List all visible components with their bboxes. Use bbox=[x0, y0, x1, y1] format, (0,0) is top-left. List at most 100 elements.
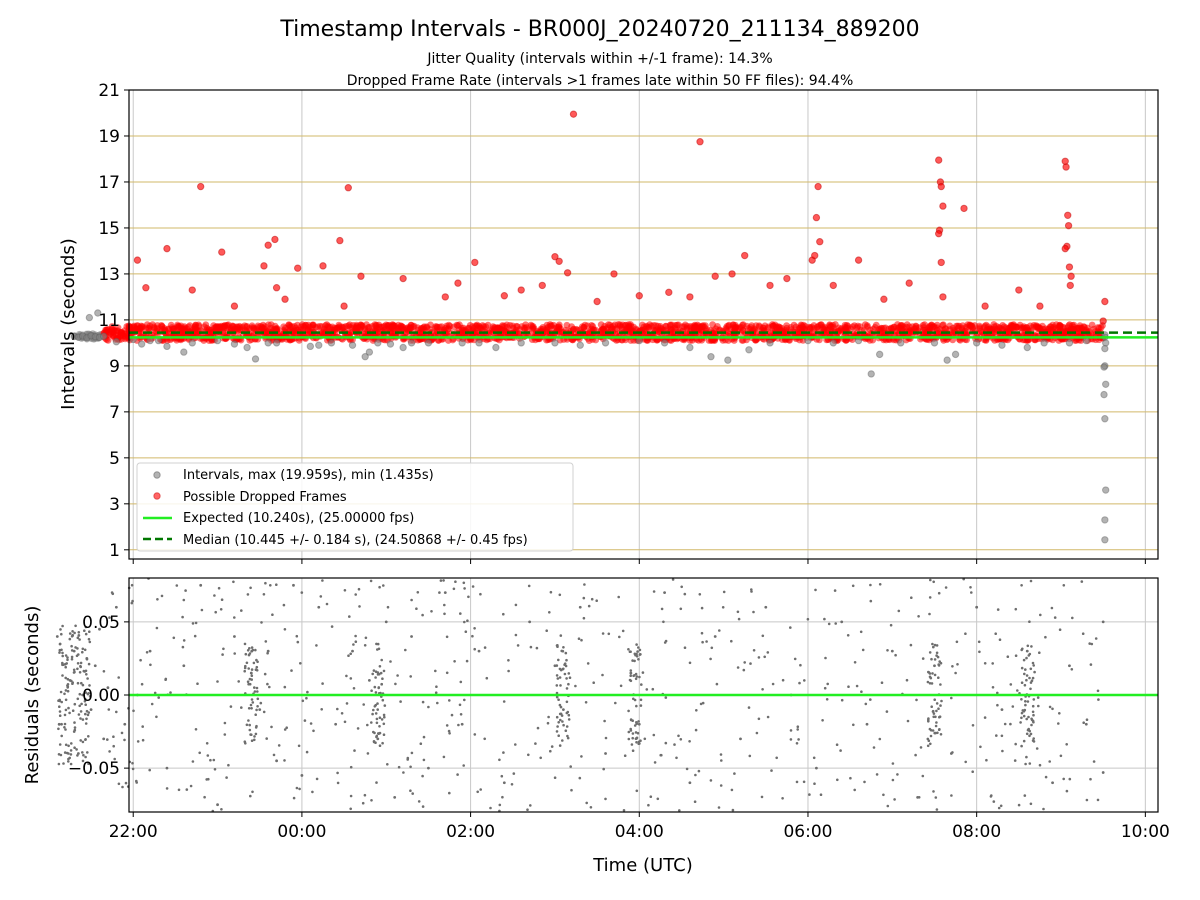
residual-cluster-point bbox=[932, 712, 936, 715]
residual-scatter-point bbox=[719, 784, 723, 787]
residual-scatter-point bbox=[705, 640, 708, 643]
residual-scatter-point bbox=[145, 651, 149, 654]
residual-cluster-point bbox=[632, 697, 635, 701]
residual-scatter-point bbox=[1024, 762, 1027, 766]
residual-scatter-point bbox=[1050, 606, 1054, 610]
residual-scatter-point bbox=[789, 738, 793, 741]
residual-scatter-point bbox=[929, 578, 932, 582]
residual-cluster-point bbox=[561, 720, 564, 723]
residual-cluster-point bbox=[377, 732, 381, 735]
residual-cluster-point bbox=[253, 738, 256, 742]
residual-scatter-point bbox=[445, 671, 449, 675]
interval-point-38 bbox=[517, 339, 525, 347]
residual-scatter-point bbox=[306, 690, 309, 694]
residual-scatter-point bbox=[456, 773, 459, 776]
residual-scatter-point bbox=[415, 607, 418, 610]
residual-cluster-point bbox=[248, 682, 252, 686]
band-point bbox=[165, 329, 173, 337]
residual-scatter-point bbox=[1013, 759, 1017, 762]
residuals-plot: −0.05 0.00 0.05 22:00 00:00 02:00 04:00 06:00 08… bbox=[55, 566, 1170, 842]
residual-cluster-point bbox=[930, 682, 934, 685]
residual-cluster-point bbox=[248, 647, 251, 650]
residual-scatter-point bbox=[336, 771, 339, 775]
residual-scatter-point bbox=[797, 738, 800, 741]
residual-cluster-point bbox=[250, 698, 254, 701]
residual-scatter-point bbox=[117, 782, 121, 786]
residual-cluster-point bbox=[1023, 672, 1026, 676]
residual-scatter-point bbox=[246, 649, 250, 652]
residual-scatter-point bbox=[422, 758, 426, 762]
residual-scatter-point bbox=[1085, 718, 1089, 721]
residual-scatter-point bbox=[558, 593, 562, 597]
residual-cluster-point bbox=[81, 650, 84, 654]
top-ytick-label-9: 19 bbox=[98, 127, 120, 147]
residual-cluster-point bbox=[375, 717, 379, 721]
residual-scatter-point bbox=[629, 674, 632, 677]
residual-cluster-point bbox=[378, 716, 382, 719]
residual-point-35 bbox=[427, 766, 430, 770]
residual-scatter-point bbox=[394, 682, 397, 686]
residual-scatter-point bbox=[303, 719, 307, 722]
residual-scatter-point bbox=[570, 788, 573, 792]
band-point bbox=[739, 321, 747, 328]
interval-point-67 bbox=[1101, 344, 1109, 353]
residual-scatter-point bbox=[411, 792, 415, 795]
residual-cluster-point bbox=[72, 730, 76, 733]
bottom-xtick-label-4: 06:00 bbox=[783, 822, 832, 842]
residual-cluster-point bbox=[376, 642, 380, 646]
residual-cluster-point bbox=[934, 724, 938, 728]
residual-cluster-point bbox=[254, 648, 257, 652]
residual-scatter-point bbox=[1062, 584, 1066, 587]
residual-scatter-point bbox=[983, 662, 987, 665]
residual-cluster-point bbox=[927, 717, 930, 720]
interval-point-75 bbox=[1101, 536, 1109, 544]
residual-scatter-point bbox=[1090, 642, 1094, 646]
residual-scatter-point bbox=[501, 795, 504, 799]
residual-scatter-point bbox=[869, 583, 872, 587]
residual-scatter-point bbox=[409, 675, 413, 678]
residual-scatter-point bbox=[382, 584, 385, 587]
residual-cluster-point bbox=[558, 744, 562, 747]
residual-scatter-point bbox=[766, 651, 770, 654]
residual-scatter-point bbox=[795, 780, 799, 784]
residual-cluster-point bbox=[635, 675, 639, 678]
residual-scatter-point bbox=[793, 657, 797, 661]
band-point bbox=[548, 322, 555, 329]
dropped-point-58 bbox=[981, 302, 989, 310]
residual-scatter-point bbox=[370, 799, 373, 802]
dropped-point-17 bbox=[357, 272, 365, 280]
residual-cluster-point bbox=[253, 686, 256, 689]
residual-scatter-point bbox=[607, 632, 611, 636]
residual-scatter-point bbox=[550, 745, 554, 748]
residual-scatter-point bbox=[833, 589, 837, 592]
residual-cluster-point bbox=[80, 681, 83, 685]
residual-scatter-point bbox=[710, 646, 714, 650]
residual-scatter-point bbox=[688, 661, 692, 665]
residual-cluster-point bbox=[376, 673, 380, 676]
interval-point-48 bbox=[766, 339, 774, 347]
residual-scatter-point bbox=[349, 807, 353, 811]
residual-scatter-point bbox=[108, 750, 111, 753]
residual-cluster-point bbox=[1031, 704, 1035, 708]
residual-scatter-point bbox=[990, 794, 993, 797]
residual-scatter-point bbox=[889, 623, 893, 627]
residual-cluster-point bbox=[84, 632, 88, 636]
residual-scatter-point bbox=[586, 662, 590, 665]
residual-cluster-point bbox=[86, 751, 89, 754]
residual-cluster-point bbox=[78, 671, 82, 674]
interval-point-37 bbox=[492, 343, 500, 352]
band-point bbox=[229, 322, 236, 330]
band-point bbox=[192, 321, 200, 329]
interval-point-32 bbox=[399, 343, 407, 352]
residual-scatter-point bbox=[347, 654, 350, 657]
residual-cluster-point bbox=[1031, 710, 1035, 714]
residual-scatter-point bbox=[933, 673, 937, 677]
dropped-point-28 bbox=[569, 110, 578, 118]
residual-cluster-point bbox=[627, 709, 630, 713]
interval-point-35 bbox=[458, 339, 466, 347]
residual-cluster-point bbox=[371, 672, 375, 676]
residual-scatter-point bbox=[216, 680, 219, 683]
residual-scatter-point bbox=[1044, 775, 1048, 779]
residual-scatter-point bbox=[386, 605, 390, 609]
residual-cluster-point bbox=[1028, 734, 1031, 738]
